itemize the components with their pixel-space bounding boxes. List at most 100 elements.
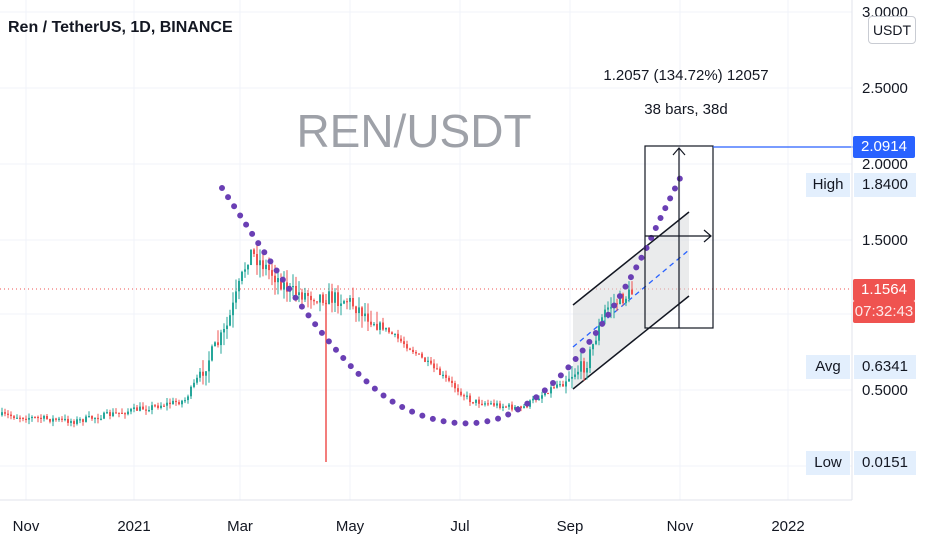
stat-avg-value: 0.6341 — [854, 355, 916, 379]
candle-body — [484, 403, 486, 405]
candle-body — [400, 338, 402, 342]
candle-body — [73, 421, 75, 424]
candle-body — [64, 418, 66, 421]
candle-body — [577, 371, 579, 375]
candle-body — [493, 403, 495, 406]
bar-countdown-label: 07:32:43 — [853, 301, 915, 323]
candle-body — [160, 405, 162, 408]
candle-body — [514, 406, 516, 410]
candle-body — [130, 408, 132, 412]
candle-body — [4, 412, 6, 414]
candle-body — [235, 291, 237, 303]
candle-body — [370, 321, 372, 325]
candle-body — [586, 368, 588, 373]
candle-body — [88, 416, 90, 418]
drawings-back — [572, 211, 690, 390]
x-tick-label: 2022 — [771, 518, 804, 535]
target-price-label: 2.0914 — [853, 136, 915, 158]
x-tick-label: Jul — [450, 518, 469, 535]
y-tick-label: 2.0000 — [862, 156, 908, 173]
candle-body — [403, 341, 405, 345]
candle-body — [520, 406, 522, 409]
candle-body — [436, 368, 438, 370]
candle-body — [382, 322, 384, 330]
candle-body — [307, 293, 309, 296]
candle-body — [214, 342, 216, 347]
candle-body — [52, 418, 54, 422]
candle-body — [352, 298, 354, 307]
channel-fill — [573, 212, 689, 389]
candle-body — [523, 406, 525, 409]
candle-body — [439, 368, 441, 375]
candle-body — [331, 291, 333, 303]
candle-body — [28, 417, 30, 420]
candle-body — [415, 352, 417, 354]
candle-body — [427, 360, 429, 362]
candle-body — [94, 417, 96, 420]
candle-body — [526, 406, 528, 408]
candle-body — [292, 286, 294, 288]
candle-body — [334, 292, 336, 303]
candle-body — [316, 301, 318, 303]
stat-high: High 1.8400 — [806, 173, 916, 197]
candle-body — [31, 416, 33, 419]
candle-body — [157, 405, 159, 408]
candle-body — [247, 265, 249, 270]
candle-body — [391, 332, 393, 335]
symbol-title: Ren / TetherUS, 1D, BINANCE — [8, 19, 233, 36]
x-tick-label: Nov — [667, 518, 694, 535]
y-tick-label: 0.5000 — [862, 382, 908, 399]
x-tick-label: May — [336, 518, 365, 535]
y-tick-label: 2.5000 — [862, 80, 908, 97]
candle-body — [547, 392, 549, 395]
candle-body — [301, 292, 303, 300]
candle-body — [469, 395, 471, 403]
candle-body — [295, 286, 297, 295]
candle-body — [349, 298, 351, 302]
candle-body — [472, 402, 474, 404]
candle-body — [313, 300, 315, 302]
candle-body — [595, 340, 597, 345]
candle-body — [127, 411, 129, 415]
candle-body — [103, 412, 105, 419]
candle-body — [487, 403, 489, 405]
candle-body — [172, 400, 174, 405]
candle-body — [409, 348, 411, 350]
candle-body — [109, 412, 111, 416]
candle-body — [571, 376, 573, 379]
candle-body — [13, 416, 15, 419]
x-tick-label: Nov — [13, 518, 40, 535]
candle-body — [256, 254, 258, 266]
candle-body — [460, 391, 462, 396]
candle-body — [190, 386, 192, 397]
candle-body — [355, 306, 357, 314]
candle-body — [379, 322, 381, 330]
candle-body — [433, 363, 435, 369]
candle-body — [193, 382, 195, 387]
candle-body — [178, 402, 180, 405]
candle-body — [625, 298, 627, 304]
candle-body — [310, 295, 312, 301]
candle-body — [181, 400, 183, 405]
x-tick-label: Mar — [227, 518, 253, 535]
x-tick-label: Sep — [557, 518, 584, 535]
candle-body — [79, 419, 81, 421]
candle-body — [388, 327, 390, 333]
stat-high-label: High — [806, 173, 850, 197]
candle-body — [133, 407, 135, 409]
currency-button[interactable]: USDT — [868, 16, 916, 44]
measure-v-arrow — [672, 147, 686, 156]
candle-body — [610, 307, 612, 309]
candle-body — [226, 325, 228, 329]
candle-body — [298, 292, 300, 295]
channel-midline — [572, 249, 690, 348]
candle-body — [25, 418, 27, 420]
candle-body — [271, 270, 273, 276]
candle-body — [553, 387, 555, 389]
candle-body — [10, 414, 12, 417]
candle-body — [385, 327, 387, 330]
candle-body — [445, 374, 447, 378]
